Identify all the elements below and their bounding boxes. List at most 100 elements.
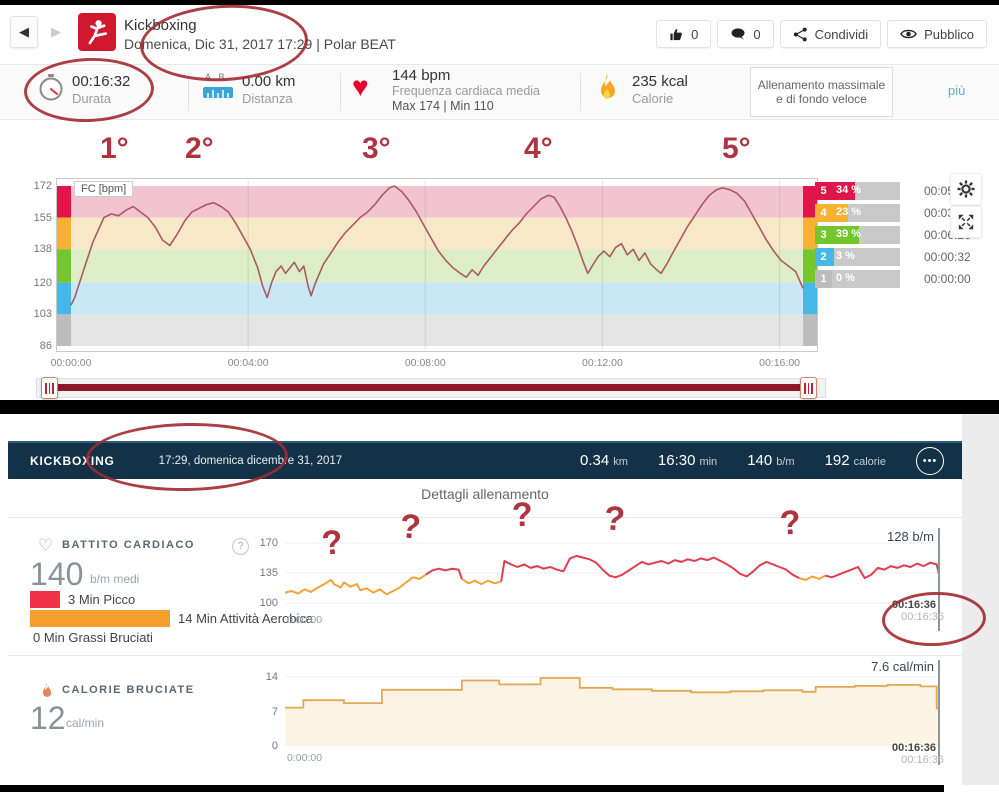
overflow-menu-button[interactable]: ••• xyxy=(916,447,944,475)
back-arrow-icon: ◀ xyxy=(19,24,29,39)
zone-row-4: 4 23 % 00:03:49 xyxy=(815,204,971,222)
visibility-button[interactable]: Pubblico xyxy=(887,20,987,48)
annotation-round-3: 3° xyxy=(362,132,391,165)
fitbit-calories-chart[interactable] xyxy=(285,670,940,746)
fitbit-header-bar: KICKBOXING 17:29, domenica dicembre 31, … xyxy=(8,441,962,479)
axis-tick-label: 86 xyxy=(39,340,52,352)
activity-datetime: 17:29, domenica dicembre 31, 2017 xyxy=(158,455,343,467)
kickboxer-figure-icon xyxy=(88,20,108,45)
share-button[interactable]: Condividi xyxy=(779,20,882,48)
zone-row-5: 5 34 % 00:05:31 xyxy=(815,182,971,200)
chart-settings-button[interactable] xyxy=(950,173,982,205)
kickboxing-sport-icon xyxy=(78,13,116,51)
zone-bar-fill xyxy=(832,182,855,200)
zone-bar: 34 % xyxy=(832,182,900,200)
zone-percent: 34 % xyxy=(836,184,862,196)
divider xyxy=(8,655,962,656)
axis-tick-label: 0 xyxy=(271,740,278,752)
axis-tick-label: 00:08:00 xyxy=(404,357,446,369)
cal-cursor-line[interactable] xyxy=(938,660,940,765)
activity-name: KICKBOXING xyxy=(30,454,115,468)
thumbs-up-icon xyxy=(670,28,683,40)
calories-flame-icon xyxy=(42,682,52,697)
back-button[interactable]: ◀ xyxy=(10,16,38,48)
polar-hr-chart[interactable] xyxy=(56,178,818,352)
hr-cursor-value: 128 b/m xyxy=(887,529,934,544)
hr-label: Frequenza cardiaca media xyxy=(392,84,540,98)
time-range-selected-bar[interactable] xyxy=(55,384,805,391)
zone-percent: 23 % xyxy=(836,206,862,218)
zone-bar: 0 % xyxy=(832,270,900,288)
fullscreen-button[interactable] xyxy=(950,206,982,238)
workout-subtitle: Domenica, Dic 31, 2017 17:29 | Polar BEA… xyxy=(124,36,396,52)
divider xyxy=(580,73,581,111)
hr-legend-fatburn: 0 Min Grassi Bruciati xyxy=(33,630,153,645)
zone-percent: 3 % xyxy=(836,250,855,262)
zone-bar: 39 % xyxy=(832,226,900,244)
fitbit-hr-yaxis: 170 135 100 xyxy=(252,533,278,617)
expand-icon xyxy=(958,214,974,230)
comment-button[interactable]: 0 xyxy=(717,20,774,48)
zone-percent: 39 % xyxy=(836,228,862,240)
cal-x-start-label: 0:00:00 xyxy=(287,752,323,764)
distance-label: Distanza xyxy=(242,91,293,106)
middle-divider-bar xyxy=(0,400,999,414)
slider-handle-left[interactable] xyxy=(41,377,58,399)
share-label: Condividi xyxy=(814,26,869,42)
stat-heart-rate: 140 b/m xyxy=(747,452,795,469)
avg-hr-unit: b/m medi xyxy=(90,572,140,586)
scrollbar-strip[interactable] xyxy=(962,414,999,785)
hr-legend-peak: 3 Min Picco xyxy=(30,591,135,608)
axis-tick-label: 100 xyxy=(259,597,278,609)
stat-duration: 16:30 min xyxy=(657,452,718,469)
avg-cal-unit: cal/min xyxy=(66,716,105,730)
ruler-icon xyxy=(203,87,233,98)
zone-number-badge: 5 xyxy=(815,182,832,200)
hr-x-start-label: 0:00:00 xyxy=(287,614,323,626)
zone-bar: 23 % xyxy=(832,204,900,222)
annotation-round-5: 5° xyxy=(722,132,751,165)
cardio-zone-swatch xyxy=(30,610,170,627)
zone-bar-fill xyxy=(832,248,834,266)
zone-bar: 3 % xyxy=(832,248,900,266)
axis-tick-label: 7 xyxy=(271,705,278,718)
like-button[interactable]: 0 xyxy=(656,20,712,48)
distance-ab-markers: A B xyxy=(205,72,225,82)
avg-hr-value: 140 xyxy=(30,556,84,592)
stopwatch-icon xyxy=(39,74,63,101)
zone-row-1: 1 0 % 00:00:00 xyxy=(815,270,971,288)
cal-cursor-time: 00:16:36 xyxy=(891,742,936,754)
duration-value: 00:16:32 xyxy=(72,73,131,90)
axis-tick-label: 00:12:00 xyxy=(581,357,623,369)
heart-rate-help[interactable]: ? xyxy=(222,536,249,555)
flame-icon xyxy=(601,74,615,99)
hr-minmax: Max 174 | Min 110 xyxy=(392,99,494,113)
hr-cursor-line[interactable] xyxy=(938,528,940,631)
axis-tick-label: 155 xyxy=(33,211,52,224)
header-summary-stats: 0.34 km 16:30 min 140 b/m 192 calorie ••• xyxy=(580,447,962,475)
divider xyxy=(340,73,341,111)
distance-value: 0.00 km xyxy=(242,73,296,90)
axis-tick-label: 14 xyxy=(265,671,278,683)
slider-handle-right[interactable] xyxy=(800,377,817,399)
comment-count: 0 xyxy=(753,26,761,42)
calories-label: Calorie xyxy=(632,91,674,106)
hr-cursor-time-sub: 00:16:36 xyxy=(901,611,944,623)
forward-button[interactable]: ▶ xyxy=(42,16,70,48)
more-link[interactable]: più xyxy=(948,83,966,98)
zone-number-badge: 3 xyxy=(815,226,832,244)
annotation-round-4: 4° xyxy=(524,132,553,165)
fitbit-hr-chart[interactable] xyxy=(285,533,940,617)
zone-bar-fill xyxy=(832,204,848,222)
peak-zone-swatch xyxy=(30,591,60,608)
calories-value: 235 kcal xyxy=(632,73,688,90)
zone-time: 00:00:00 xyxy=(924,272,971,286)
annotation-round-2: 2° xyxy=(185,132,214,165)
comment-bubble-icon xyxy=(731,28,745,40)
stat-calories: 192 calorie xyxy=(824,452,886,469)
hr-value: 144 bpm xyxy=(392,67,451,84)
heart-icon: ♥ xyxy=(352,71,369,102)
chart-series-label: FC [bpm] xyxy=(74,181,134,197)
zone-time: 00:00:32 xyxy=(924,250,971,264)
